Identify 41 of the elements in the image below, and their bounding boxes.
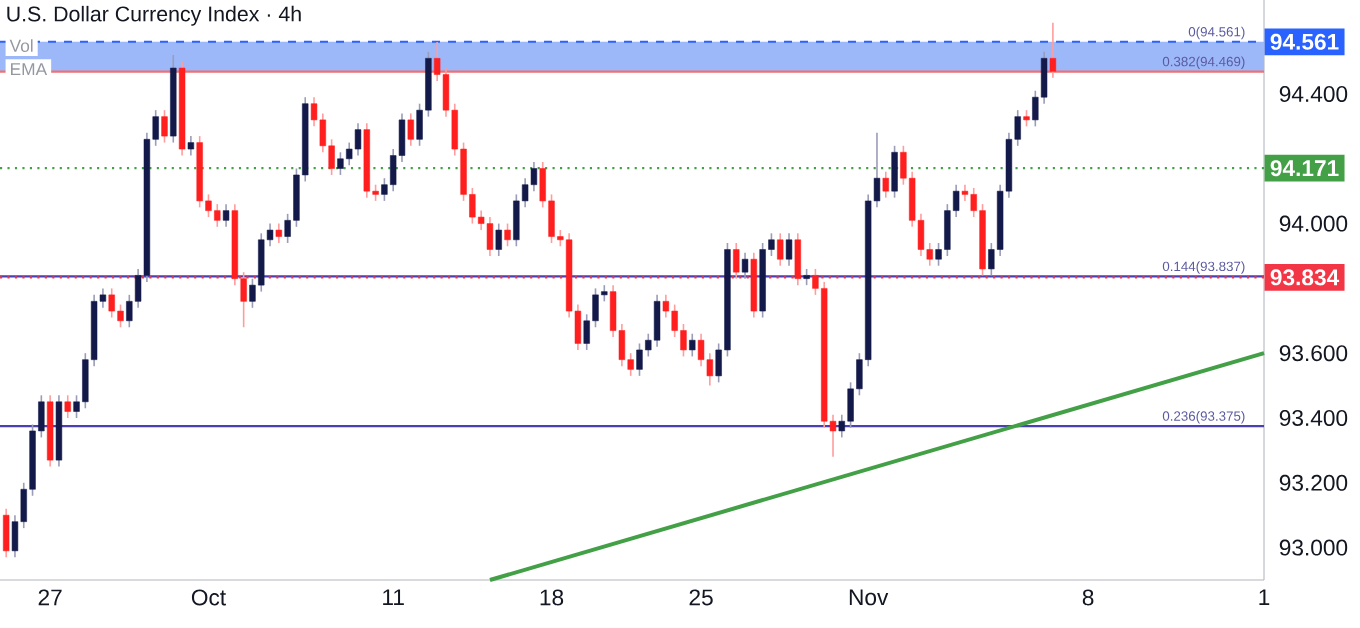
ref-line-label: 94.171 <box>1270 160 1339 177</box>
candlestick <box>64 394 71 419</box>
y-tick-label: 94.400 <box>1279 85 1348 102</box>
candlestick <box>777 232 784 267</box>
chart-title: U.S. Dollar Currency Index · 4h <box>7 5 301 26</box>
x-tick-label: 18 <box>540 589 564 606</box>
candlestick <box>222 203 230 228</box>
x-tick-label: 25 <box>689 589 713 606</box>
candlestick <box>2 507 10 559</box>
candlestick <box>495 222 502 257</box>
candlestick <box>733 242 740 280</box>
annotation: Vol <box>9 39 33 52</box>
candlestick <box>504 222 511 248</box>
y-tick-label: 93.600 <box>1279 345 1348 362</box>
candlestick <box>354 122 362 157</box>
candlestick <box>275 222 283 244</box>
x-tick-label: Oct <box>191 589 226 606</box>
candlestick <box>161 109 168 144</box>
y-tick-label: 93.000 <box>1279 539 1348 556</box>
candlestick <box>187 135 195 157</box>
x-tick-label: 1 <box>1259 589 1270 606</box>
candlestick <box>891 145 898 199</box>
candlestick <box>785 232 793 267</box>
candlestick <box>486 216 494 257</box>
candlestick <box>407 112 414 147</box>
candlestick <box>882 170 889 199</box>
candlestick <box>653 294 661 348</box>
x-tick-label: 27 <box>38 589 62 606</box>
y-tick-label: 94.000 <box>1279 215 1348 232</box>
candlestick <box>794 232 801 286</box>
candlestick <box>1049 21 1057 79</box>
ref-line-label: 93.834 <box>1270 269 1340 286</box>
y-tick-label: 93.200 <box>1279 474 1348 491</box>
candlestick <box>689 332 696 358</box>
annotation: EMA <box>11 63 48 76</box>
x-tick-label: Nov <box>849 589 889 606</box>
x-tick-label: 8 <box>1082 589 1094 606</box>
candlestick <box>741 251 749 280</box>
ref-line-label: 94.561 <box>1270 33 1339 50</box>
x-tick-label: 11 <box>383 589 404 606</box>
y-tick-label: 93.400 <box>1279 409 1348 426</box>
